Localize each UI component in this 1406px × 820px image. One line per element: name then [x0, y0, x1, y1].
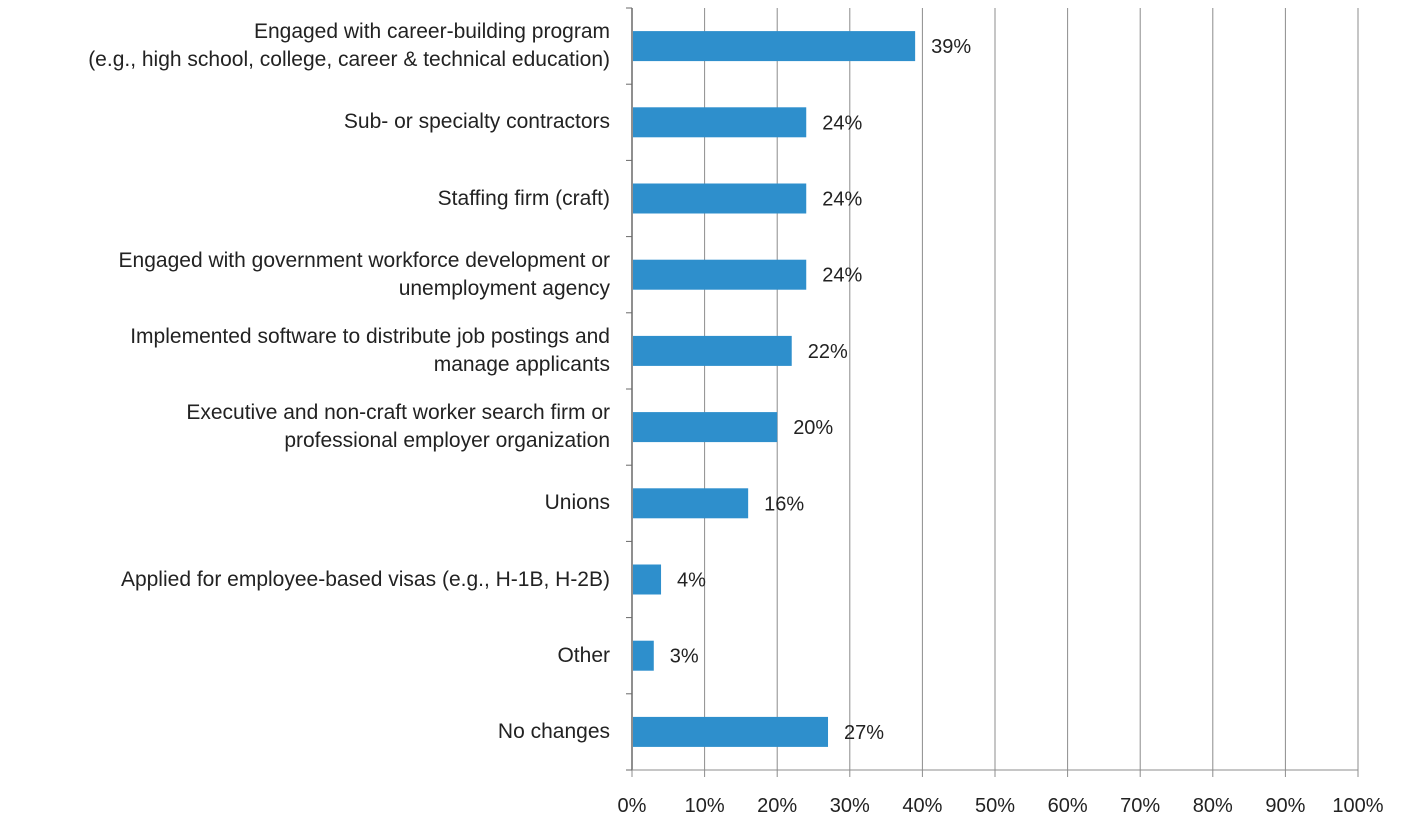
x-tick-label: 60% [1048, 795, 1088, 817]
data-label: 24% [822, 112, 862, 134]
data-label: 22% [808, 341, 848, 363]
x-tick-label: 50% [975, 795, 1015, 817]
bar [633, 488, 748, 518]
category-label: No changes [498, 718, 610, 746]
category-label: Other [557, 642, 610, 670]
data-label: 20% [793, 417, 833, 439]
data-label: 24% [822, 265, 862, 287]
x-tick-label: 90% [1265, 795, 1305, 817]
category-label: Executive and non-craft worker search fi… [186, 399, 610, 455]
x-tick-label: 0% [618, 795, 647, 817]
bar [633, 717, 828, 747]
x-tick-label: 80% [1193, 795, 1233, 817]
data-label: 27% [844, 722, 884, 744]
bar [633, 336, 792, 366]
category-label: Sub- or specialty contractors [344, 108, 610, 136]
bar [633, 107, 806, 137]
x-tick-label: 100% [1332, 795, 1383, 817]
bar [633, 412, 777, 442]
x-tick-label: 30% [830, 795, 870, 817]
bar [633, 184, 806, 214]
category-label: Implemented software to distribute job p… [130, 323, 610, 379]
category-label: Engaged with government workforce develo… [119, 247, 610, 303]
bar [633, 565, 661, 595]
x-tick-label: 10% [685, 795, 725, 817]
category-label: Engaged with career-building program (e.… [88, 18, 610, 74]
bar [633, 260, 806, 290]
data-label: 39% [931, 36, 971, 58]
data-label: 4% [677, 570, 706, 592]
x-tick-label: 70% [1120, 795, 1160, 817]
category-label: Unions [545, 489, 610, 517]
x-tick-label: 20% [757, 795, 797, 817]
category-label: Applied for employee-based visas (e.g., … [121, 566, 610, 594]
data-label: 3% [670, 646, 699, 668]
x-tick-label: 40% [902, 795, 942, 817]
data-label: 24% [822, 189, 862, 211]
bar [633, 31, 915, 61]
bar [633, 641, 654, 671]
data-label: 16% [764, 493, 804, 515]
category-label: Staffing firm (craft) [438, 185, 610, 213]
